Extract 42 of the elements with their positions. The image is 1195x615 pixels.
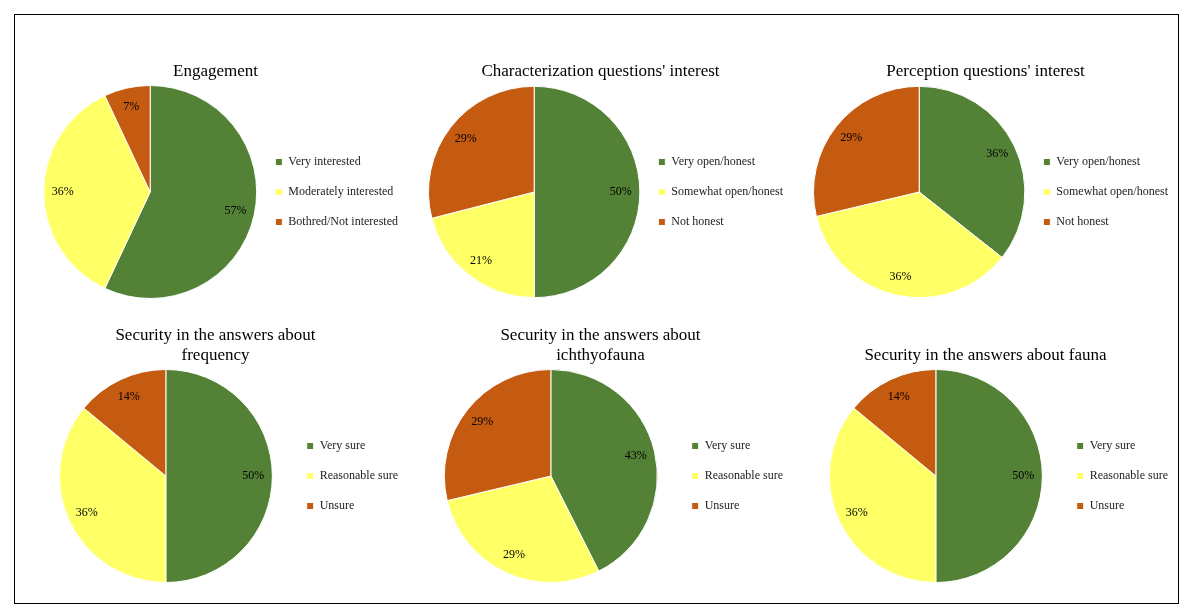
data-label: 36% [51, 184, 74, 199]
legend-label: Unsure [704, 498, 740, 513]
legend-label: Reasonable sure [704, 468, 784, 483]
data-label: 50% [609, 184, 632, 199]
chart-title: Security in the answers about frequency [114, 324, 317, 365]
data-label: 29% [471, 414, 494, 429]
legend-label: Unsure [319, 498, 355, 513]
data-label: 36% [75, 505, 98, 520]
chart-title: Characterization questions' interest [480, 60, 721, 81]
data-label: 50% [1012, 468, 1035, 483]
data-label: 21% [470, 252, 493, 267]
data-label: 14% [887, 389, 910, 404]
chart-title: Security in the answers about ichthyofauna [499, 324, 702, 365]
chart-title: Perception questions' interest [885, 60, 1086, 81]
legend-label: Not honest [671, 214, 725, 229]
legend-label: Very sure [319, 438, 366, 453]
legend-label: Very sure [1089, 438, 1136, 453]
legend-label: Reasonable sure [1089, 468, 1169, 483]
chart-title: Security in the answers about fauna [863, 344, 1108, 365]
legend-label: Very interested [288, 154, 361, 169]
data-label: 29% [840, 130, 863, 145]
data-label: 7% [123, 98, 140, 113]
legend-label: Somewhat open/honest [671, 184, 784, 199]
legend-label: Bothred/Not interested [288, 214, 398, 229]
data-label: 50% [242, 468, 265, 483]
data-label: 36% [986, 146, 1009, 161]
data-label: 36% [845, 505, 868, 520]
data-label: 14% [117, 389, 140, 404]
legend-label: Moderately interested [288, 184, 394, 199]
legend-label: Not honest [1056, 214, 1110, 229]
legend-label: Very open/honest [671, 154, 756, 169]
legend-label: Reasonable sure [319, 468, 399, 483]
data-label: 29% [454, 131, 477, 146]
legend-label: Very sure [704, 438, 751, 453]
data-label: 29% [503, 547, 526, 562]
data-label: 36% [889, 268, 912, 283]
legend-label: Unsure [1089, 498, 1125, 513]
data-label: 57% [224, 203, 247, 218]
legend-label: Somewhat open/honest [1056, 184, 1169, 199]
chart-title: Engagement [172, 60, 259, 81]
data-label: 43% [624, 447, 647, 462]
legend-label: Very open/honest [1056, 154, 1141, 169]
